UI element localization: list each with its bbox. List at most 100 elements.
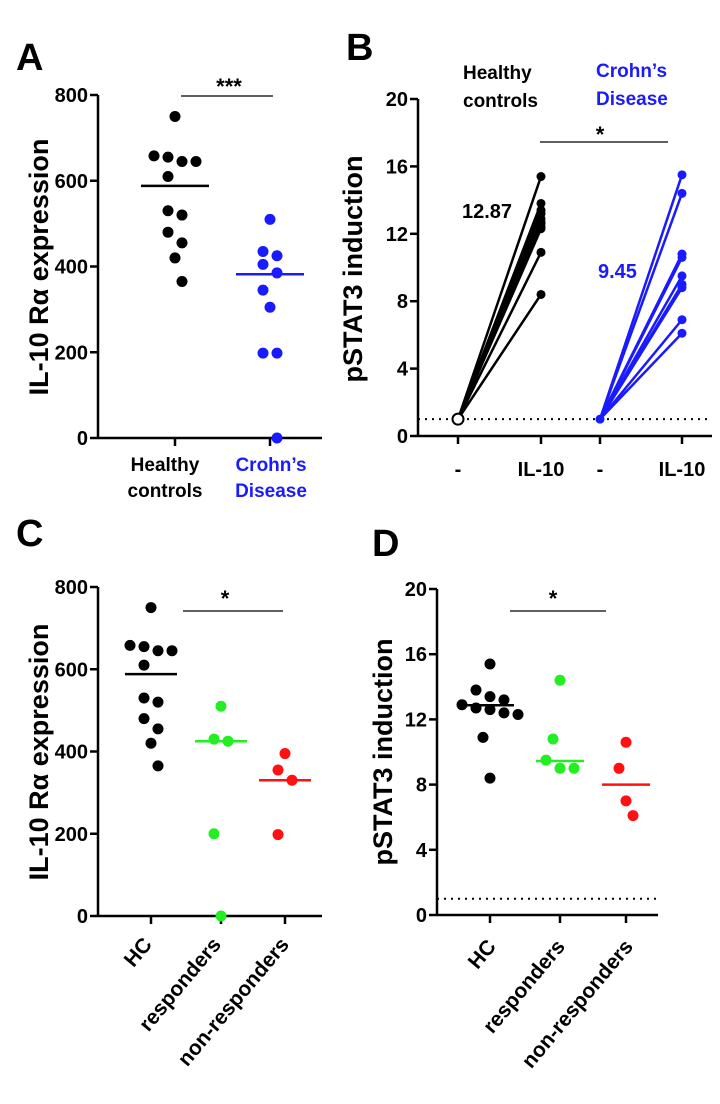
panel-d-group-1-point bbox=[484, 691, 496, 703]
panel-c-group-2-point bbox=[215, 910, 227, 922]
panel-c-group-3-point bbox=[272, 764, 284, 776]
panel-letter-a: A bbox=[16, 37, 43, 79]
panel-d-group-1-point bbox=[456, 699, 468, 711]
panel-b-x-tick-3: - bbox=[597, 459, 604, 481]
panel-d-group-2-point bbox=[554, 674, 566, 686]
panel-c-y-tick-label: 800 bbox=[55, 577, 88, 599]
panel-c-y-tick-label: 200 bbox=[55, 824, 88, 846]
panel-a-group-1-point bbox=[162, 205, 174, 217]
panel-c-x-label-hc: HC bbox=[120, 933, 157, 971]
panel-c-group-1-point bbox=[152, 723, 164, 735]
panel-letter-c: C bbox=[16, 513, 43, 555]
panel-b-crohns-line bbox=[598, 192, 684, 420]
panel-b-healthy-end-point bbox=[536, 224, 546, 234]
panel-b-crohns-end-point bbox=[677, 252, 687, 262]
panel-b-y-tick-label: 4 bbox=[397, 359, 409, 381]
panel-b-significance: * bbox=[596, 122, 605, 147]
panel-d-group-1-point bbox=[498, 707, 510, 719]
panel-b-healthy-line bbox=[456, 293, 543, 420]
panel-c-group-1-point bbox=[138, 659, 150, 671]
panel-c-group-1-point bbox=[138, 713, 150, 725]
panel-b-healthy-line bbox=[456, 176, 543, 420]
panel-c-group-1-point bbox=[145, 737, 157, 749]
panel-b-mean-label-healthy: 12.87 bbox=[462, 201, 512, 223]
panel-a-group-1-point bbox=[190, 155, 202, 167]
panel-a-group-1-point bbox=[162, 170, 174, 182]
panel-a-y-tick-label: 800 bbox=[55, 85, 88, 107]
panel-a-y-axis-title: IL-10 Rα expression bbox=[24, 139, 54, 396]
panel-c-group-2-point bbox=[215, 700, 227, 712]
panel-c-group-1-point bbox=[152, 645, 164, 657]
panel-d-y-axis-title: pSTAT3 induction bbox=[368, 639, 398, 866]
panel-c-y-tick-label: 0 bbox=[77, 906, 88, 928]
panel-b-x-tick-4: IL-10 bbox=[659, 459, 706, 481]
panel-a-group-1-point bbox=[176, 209, 188, 221]
panel-a-group-1-point bbox=[169, 252, 181, 264]
panel-c-y-axis-title: IL-10 Rα expression bbox=[24, 624, 54, 881]
panel-b-crohns-line bbox=[599, 318, 683, 420]
panel-b-healthy-line bbox=[456, 228, 543, 420]
panel-d-group-3-point bbox=[613, 762, 625, 774]
panel-d-group-1-point bbox=[484, 772, 496, 784]
panel-a-group-1-point bbox=[176, 155, 188, 167]
panel-d-y-tick-label: 12 bbox=[405, 709, 427, 731]
panel-b-y-tick-label: 20 bbox=[386, 89, 408, 111]
panel-b-healthy-end-point bbox=[536, 198, 546, 208]
panel-b-y-axis-title: pSTAT3 induction bbox=[338, 156, 368, 383]
panel-c-group-1-point bbox=[145, 602, 157, 614]
panel-b-label-healthy-line1: Healthy bbox=[463, 63, 532, 84]
panel-d-significance: * bbox=[549, 586, 558, 611]
panel-a-group-2-point bbox=[257, 258, 269, 270]
panel-b-crohns-end-point bbox=[677, 315, 687, 325]
panel-b-label-crohns-line1: Crohn’s bbox=[596, 61, 667, 82]
panel-d-y-tick-label: 8 bbox=[416, 775, 427, 797]
panel-d-group-3-point bbox=[620, 736, 632, 748]
panel-b-healthy-start-point bbox=[451, 412, 465, 426]
panel-a-y-tick-label: 200 bbox=[55, 342, 88, 364]
panel-b-crohns-end-point bbox=[677, 283, 687, 293]
panel-d-y-tick-label: 0 bbox=[416, 905, 427, 927]
panel-d-y-tick-label: 20 bbox=[405, 579, 427, 601]
panel-a-group-2-point bbox=[271, 267, 283, 279]
panel-b-label-crohns-line2: Disease bbox=[596, 89, 668, 110]
panel-b-crohns-line bbox=[598, 256, 684, 420]
panel-a-group-1-point bbox=[169, 110, 181, 122]
panel-a-y-tick-label: 0 bbox=[77, 428, 88, 450]
panel-c-group-1-point bbox=[138, 641, 150, 653]
panel-a-group-label-healthy-line2: controls bbox=[128, 481, 203, 502]
panel-d-group-2-point bbox=[547, 733, 559, 745]
panel-c-group-1-point bbox=[138, 692, 150, 704]
panel-d-group-1-point bbox=[484, 704, 496, 716]
panel-a-significance: *** bbox=[216, 74, 242, 99]
panel-b-healthy-line bbox=[456, 251, 543, 420]
panel-a-group-1-point bbox=[162, 226, 174, 238]
panel-b-x-tick-2: IL-10 bbox=[518, 459, 565, 481]
panel-d-y-tick-label: 4 bbox=[416, 840, 428, 862]
panel-b-x-tick-1: - bbox=[455, 459, 462, 481]
panel-b-crohns-end-point bbox=[677, 188, 687, 198]
panel-a-group-label-crohns-line1: Crohn’s bbox=[235, 455, 306, 476]
panel-d-group-1-point bbox=[498, 694, 510, 706]
panel-a-group-1-point bbox=[148, 150, 160, 162]
panel-d-group-1-point bbox=[512, 709, 524, 721]
panel-b-crohns-end-point bbox=[677, 328, 687, 338]
panel-a-group-label-crohns-line2: Disease bbox=[235, 481, 307, 502]
panel-b-crohns-start-point bbox=[595, 414, 605, 424]
panel-b-label-healthy-line2: controls bbox=[463, 91, 538, 112]
panel-d-group-3-point bbox=[620, 795, 632, 807]
panel-d-x-label-hc: HC bbox=[464, 935, 501, 973]
panel-b-y-tick-label: 8 bbox=[397, 291, 408, 313]
panel-b-crohns-end-point bbox=[677, 271, 687, 281]
panel-c-group-1-point bbox=[152, 696, 164, 708]
panel-a-group-1-point bbox=[162, 151, 174, 163]
panel-b-crohns-end-point bbox=[677, 170, 687, 180]
panel-a-group-2-point bbox=[271, 347, 283, 359]
panel-d-group-2-point bbox=[554, 762, 566, 774]
panel-b-y-tick-label: 0 bbox=[397, 426, 408, 448]
panel-a-group-label-healthy-line1: Healthy bbox=[131, 455, 200, 476]
panel-d-group-2-point bbox=[568, 762, 580, 774]
panel-c-y-tick-label: 600 bbox=[55, 659, 88, 681]
panel-c-group-2-point bbox=[208, 828, 220, 840]
panel-c-group-2-point bbox=[208, 733, 220, 745]
panel-a-group-2-point bbox=[257, 284, 269, 296]
